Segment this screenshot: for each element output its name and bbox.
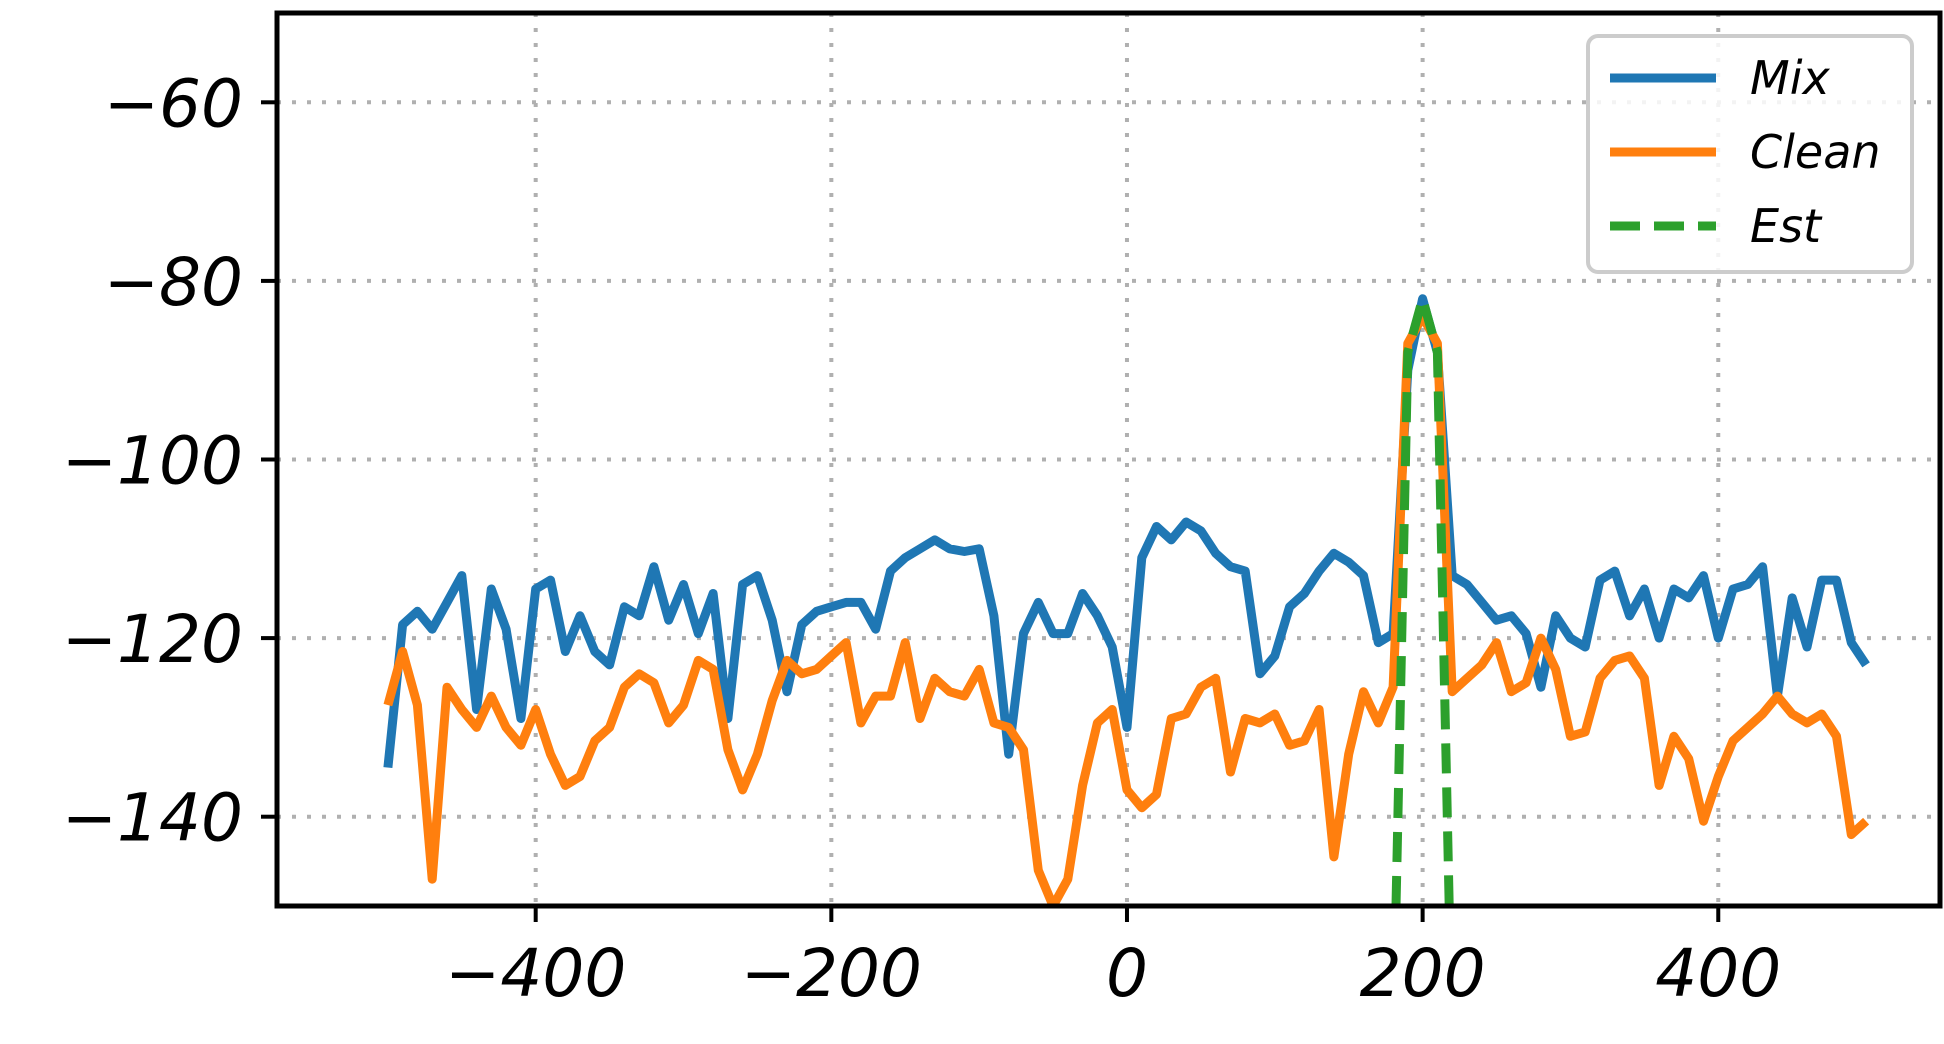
legend-label-mix: Mix	[1750, 51, 1830, 105]
legend-label-est: Est	[1750, 199, 1823, 253]
legend-box	[1586, 34, 1914, 274]
x-tick-label: −400	[445, 935, 626, 1012]
x-tick-label: 400	[1655, 935, 1781, 1012]
y-tick-label: −80	[104, 244, 243, 321]
plot-area	[383, 294, 1870, 906]
y-tick-label: −120	[62, 601, 243, 678]
series-line-mix	[383, 294, 1870, 769]
x-tick-label: 0	[1106, 935, 1148, 1012]
tick-labels: −400 −200 0 200 400 −60 −80 −100 −120 −140	[62, 65, 1782, 1012]
legend: Mix Clean Est	[1586, 34, 1914, 274]
series-line-est	[1391, 294, 1454, 906]
axis-ticks	[261, 100, 1721, 922]
y-tick-label: −60	[104, 65, 243, 142]
legend-label-clean: Clean	[1750, 125, 1881, 179]
series-line-clean	[383, 312, 1870, 906]
y-tick-label: −140	[62, 780, 243, 857]
axes-frame	[274, 10, 1943, 909]
y-tick-label: −100	[62, 423, 243, 500]
x-tick-label: −200	[741, 935, 922, 1012]
x-tick-label: 200	[1360, 935, 1486, 1012]
